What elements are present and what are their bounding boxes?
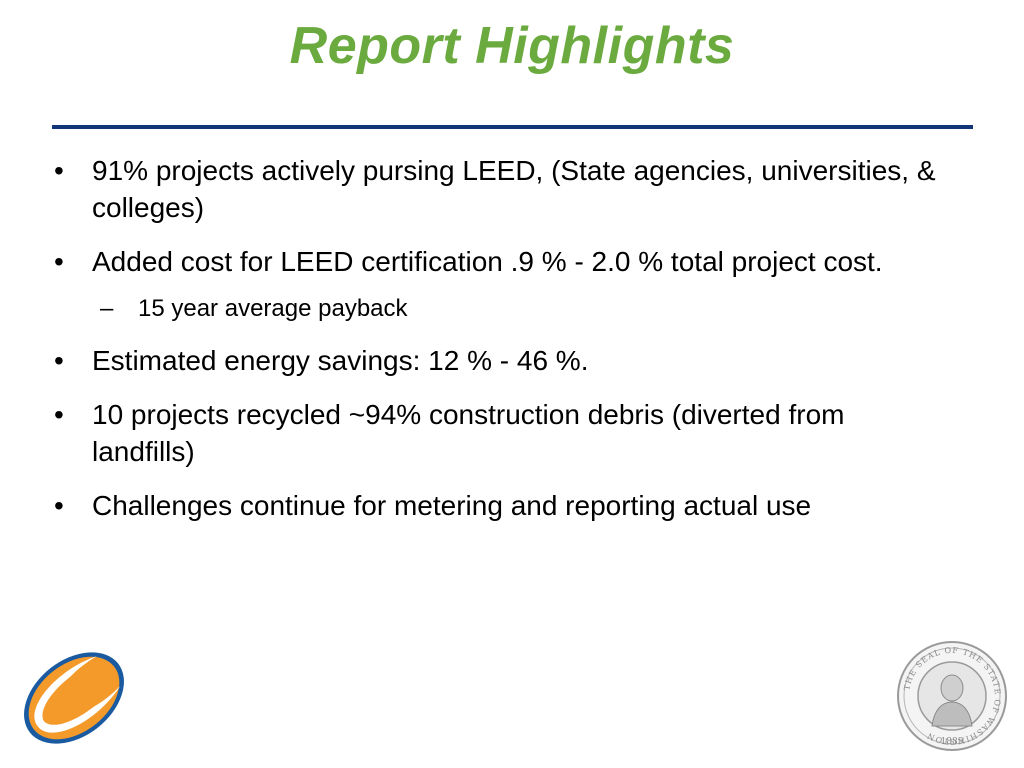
bullet-text: Added cost for LEED certification .9 % -… <box>92 246 883 277</box>
washington-state-seal-icon: THE SEAL OF THE STATE OF WASHINGTON 1889 <box>896 640 1008 752</box>
bullet-item: • Challenges continue for metering and r… <box>52 487 952 524</box>
bullet-marker: • <box>54 155 64 186</box>
sub-bullet-marker: – <box>100 295 114 322</box>
bullet-item: • 10 projects recycled ~94% construction… <box>52 396 952 470</box>
bullet-marker: • <box>54 399 64 430</box>
bullet-marker: • <box>54 345 64 376</box>
slide-title: Report Highlights <box>289 17 735 75</box>
bullet-marker: • <box>54 490 64 521</box>
bullet-text: 91% projects actively pursing LEED, (Sta… <box>92 155 936 223</box>
sub-bullet-text: 15 year average payback <box>138 295 408 322</box>
bullet-list: • 91% projects actively pursing LEED, (S… <box>52 152 952 541</box>
bullet-text: 10 projects recycled ~94% construction d… <box>92 399 845 467</box>
bullet-text: Estimated energy savings: 12 % - 46 %. <box>92 345 589 376</box>
seal-year: 1889 <box>941 737 964 747</box>
bullet-item: • 91% projects actively pursing LEED, (S… <box>52 152 952 226</box>
title-divider <box>52 125 973 129</box>
bullet-text: Challenges continue for metering and rep… <box>92 490 812 521</box>
bullet-item: • Added cost for LEED certification .9 %… <box>52 243 952 280</box>
bullet-item: • Estimated energy savings: 12 % - 46 %. <box>52 342 952 379</box>
orange-swoosh-logo-icon <box>18 645 130 751</box>
sub-bullet-item: – 15 year average payback <box>52 293 952 325</box>
bullet-marker: • <box>54 246 64 277</box>
